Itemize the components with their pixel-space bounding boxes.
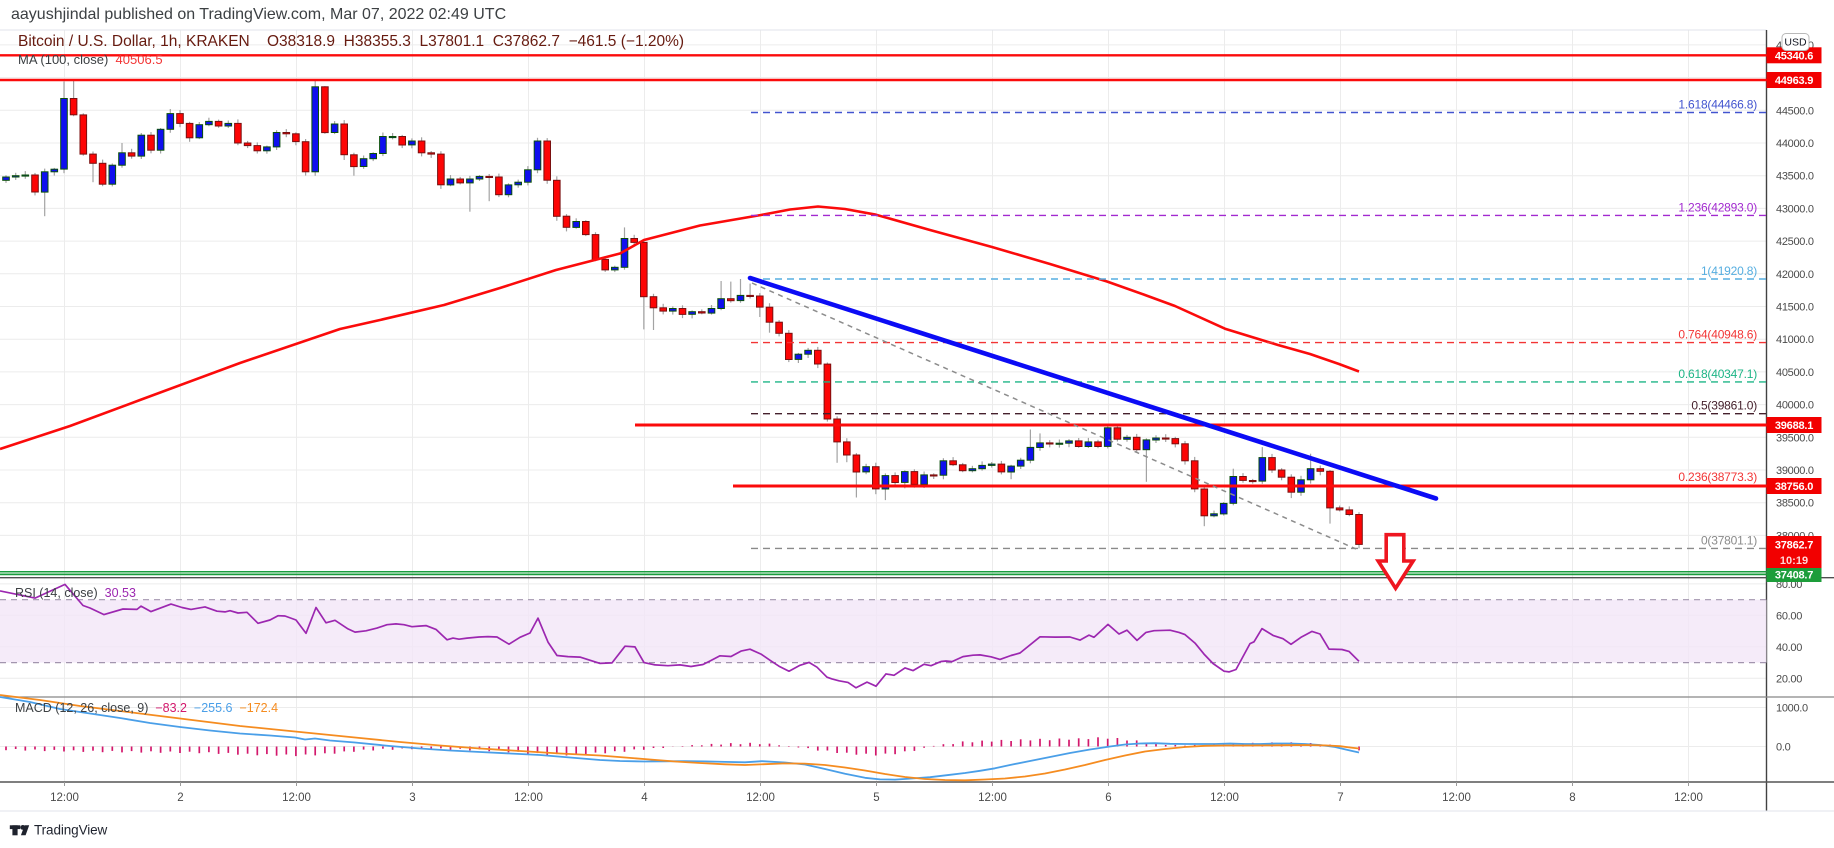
svg-text:7: 7 [1337, 792, 1343, 804]
svg-text:12:00: 12:00 [978, 792, 1007, 804]
svg-text:0.764(40948.6): 0.764(40948.6) [1678, 328, 1757, 342]
svg-text:12:00: 12:00 [1674, 792, 1703, 804]
svg-text:12:00: 12:00 [1210, 792, 1239, 804]
svg-text:MA (100, close) 40506.5: MA (100, close) 40506.5 [18, 52, 163, 67]
svg-text:43500.0: 43500.0 [1776, 171, 1814, 183]
svg-text:44500.0: 44500.0 [1776, 105, 1814, 117]
svg-text:40.00: 40.00 [1776, 642, 1802, 654]
svg-text:43000.0: 43000.0 [1776, 203, 1814, 215]
svg-text:0(37801.1): 0(37801.1) [1701, 533, 1757, 547]
svg-text:12:00: 12:00 [282, 792, 311, 804]
svg-text:37862.7: 37862.7 [1775, 540, 1813, 552]
svg-text:1(41920.8): 1(41920.8) [1701, 264, 1757, 278]
svg-text:MACD (12, 26, close, 9) −83.2: MACD (12, 26, close, 9) −83.2 −255.6 −17… [15, 701, 278, 715]
svg-text:12:00: 12:00 [746, 792, 775, 804]
svg-text:5: 5 [873, 792, 879, 804]
svg-text:0.236(38773.3): 0.236(38773.3) [1678, 470, 1757, 484]
svg-text:37408.7: 37408.7 [1775, 570, 1813, 582]
svg-text:Bitcoin / U.S. Dollar, 1h, KRA: Bitcoin / U.S. Dollar, 1h, KRAKEN O38318… [18, 33, 684, 50]
svg-text:44000.0: 44000.0 [1776, 138, 1814, 150]
svg-text:12:00: 12:00 [514, 792, 543, 804]
svg-text:41000.0: 41000.0 [1776, 334, 1814, 346]
svg-text:USD: USD [1784, 37, 1807, 49]
svg-text:6: 6 [1105, 792, 1111, 804]
svg-text:RSI (14, close) 30.53: RSI (14, close) 30.53 [15, 586, 136, 600]
svg-text:12:00: 12:00 [1442, 792, 1471, 804]
svg-text:42500.0: 42500.0 [1776, 236, 1814, 248]
svg-text:20.00: 20.00 [1776, 673, 1802, 685]
svg-text:1000.0: 1000.0 [1776, 703, 1808, 715]
svg-text:8: 8 [1569, 792, 1575, 804]
svg-text:1.618(44466.8): 1.618(44466.8) [1678, 98, 1757, 112]
svg-text:38500.0: 38500.0 [1776, 498, 1814, 510]
svg-text:60.00: 60.00 [1776, 610, 1802, 622]
svg-text:3: 3 [409, 792, 415, 804]
svg-text:39688.1: 39688.1 [1775, 420, 1813, 432]
svg-text:12:00: 12:00 [50, 792, 79, 804]
svg-text:2: 2 [177, 792, 183, 804]
svg-text:0.0: 0.0 [1776, 742, 1791, 754]
svg-text:0.618(40347.1): 0.618(40347.1) [1678, 367, 1757, 381]
svg-text:41500.0: 41500.0 [1776, 302, 1814, 314]
svg-text:40000.0: 40000.0 [1776, 400, 1814, 412]
svg-text:10:19: 10:19 [1780, 555, 1808, 567]
svg-text:4: 4 [641, 792, 648, 804]
svg-text:45340.6: 45340.6 [1775, 50, 1813, 62]
svg-text:39000.0: 39000.0 [1776, 465, 1814, 477]
svg-text:44963.9: 44963.9 [1775, 75, 1813, 87]
svg-text:40500.0: 40500.0 [1776, 367, 1814, 379]
svg-text:1.236(42893.0): 1.236(42893.0) [1678, 200, 1757, 214]
svg-text:39500.0: 39500.0 [1776, 432, 1814, 444]
svg-text:38756.0: 38756.0 [1775, 481, 1813, 493]
svg-text:0.5(39861.0): 0.5(39861.0) [1691, 399, 1757, 413]
svg-text:TradingView: TradingView [34, 823, 108, 838]
svg-text:42000.0: 42000.0 [1776, 269, 1814, 281]
svg-text:aayushjindal published on Trad: aayushjindal published on TradingView.co… [11, 6, 506, 23]
